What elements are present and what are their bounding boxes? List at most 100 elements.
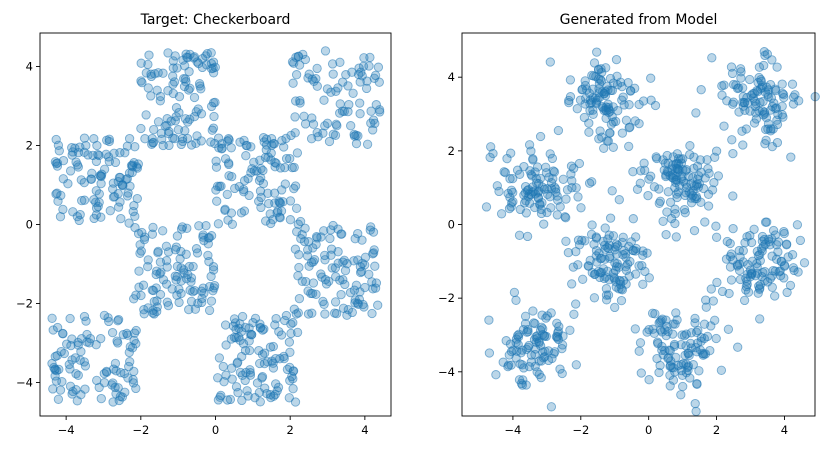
scatter-point — [523, 326, 533, 337]
scatter-point — [163, 48, 173, 58]
scatter-point — [285, 196, 296, 206]
scatter-point — [561, 213, 571, 223]
scatter-point — [504, 350, 514, 360]
scatter-point — [663, 187, 673, 197]
plot-frame — [461, 32, 816, 417]
scatter-point — [369, 245, 379, 255]
scatter-point — [55, 212, 66, 222]
scatter-point — [516, 378, 527, 389]
scatter-point — [360, 260, 370, 270]
scatter-point — [353, 69, 364, 80]
scatter-point — [178, 136, 188, 147]
scatter-point — [679, 204, 690, 215]
scatter-point — [58, 204, 68, 215]
scatter-point — [484, 348, 495, 358]
scatter-point — [83, 150, 93, 160]
scatter-point — [561, 194, 571, 204]
scatter-point — [300, 54, 311, 65]
scatter-point — [788, 263, 799, 273]
scatter-point — [777, 79, 787, 89]
scatter-point — [672, 192, 682, 203]
scatter-point — [708, 296, 718, 306]
scatter-point — [512, 346, 522, 356]
scatter-point — [541, 168, 552, 178]
scatter-point — [116, 213, 126, 224]
scatter-point — [222, 395, 233, 405]
scatter-point — [143, 255, 153, 265]
scatter-point — [586, 229, 597, 240]
scatter-point — [256, 164, 266, 174]
scatter-point — [644, 273, 654, 283]
scatter-point — [699, 319, 710, 329]
scatter-point — [82, 337, 92, 347]
scatter-point — [671, 308, 681, 318]
scatter-point — [327, 263, 337, 273]
x-tick-label: 0 — [212, 423, 219, 437]
scatter-point — [650, 309, 660, 319]
scatter-point — [661, 330, 671, 341]
scatter-point — [55, 385, 66, 395]
scatter-point — [324, 136, 335, 147]
scatter-point — [646, 73, 656, 83]
scatter-point — [96, 178, 106, 189]
scatter-point — [303, 309, 314, 319]
scatter-point — [668, 173, 679, 183]
scatter-point — [221, 340, 231, 350]
scatter-point — [181, 77, 191, 87]
scatter-point — [74, 215, 84, 226]
scatter-point — [702, 331, 713, 342]
scatter-point — [92, 375, 102, 386]
scatter-point — [644, 375, 654, 385]
scatter-point — [613, 240, 623, 251]
scatter-point — [552, 333, 562, 343]
scatter-point — [777, 110, 787, 120]
scatter-point — [525, 166, 535, 176]
scatter-point — [691, 108, 701, 118]
scatter-point — [621, 115, 632, 125]
scatter-point — [147, 229, 158, 239]
scatter-point — [208, 286, 218, 296]
scatter-point — [540, 331, 550, 341]
scatter-point — [245, 368, 255, 378]
scatter-point — [699, 349, 709, 359]
scatter-point — [777, 88, 788, 99]
scatter-point — [113, 316, 123, 326]
scatter-point — [95, 170, 105, 181]
scatter-point — [214, 353, 225, 363]
scatter-point — [600, 254, 610, 264]
scatter-point — [603, 290, 614, 300]
scatter-point — [638, 279, 648, 289]
y-tick-label: 0 — [26, 218, 33, 232]
scatter-point — [237, 395, 247, 406]
scatter-point — [155, 257, 166, 267]
scatter-point — [281, 310, 292, 321]
scatter-point — [231, 382, 242, 392]
scatter-point — [91, 340, 101, 350]
scatter-point — [657, 341, 667, 352]
scatter-point — [328, 69, 338, 79]
scatter-point — [707, 53, 717, 63]
scatter-point — [731, 80, 741, 90]
scatter-point — [124, 347, 134, 358]
scatter-point — [197, 297, 207, 308]
scatter-point — [212, 196, 222, 206]
scatter-point — [616, 295, 627, 306]
scatter-point — [196, 109, 207, 119]
scatter-point — [73, 337, 83, 348]
scatter-point — [148, 222, 158, 233]
scatter-point — [143, 261, 153, 272]
scatter-point — [542, 184, 552, 194]
scatter-point — [53, 196, 63, 206]
scatter-point — [601, 295, 612, 305]
scatter-point — [123, 188, 133, 198]
scatter-point — [303, 286, 313, 296]
x-tick-label: 2 — [287, 423, 294, 437]
scatter-point — [678, 358, 689, 369]
scatter-point — [307, 308, 317, 318]
scatter-point — [213, 395, 224, 405]
scatter-point — [294, 293, 305, 304]
scatter-point — [156, 267, 166, 277]
scatter-point — [208, 123, 219, 133]
scatter-point — [139, 309, 149, 319]
scatter-point — [291, 70, 302, 80]
